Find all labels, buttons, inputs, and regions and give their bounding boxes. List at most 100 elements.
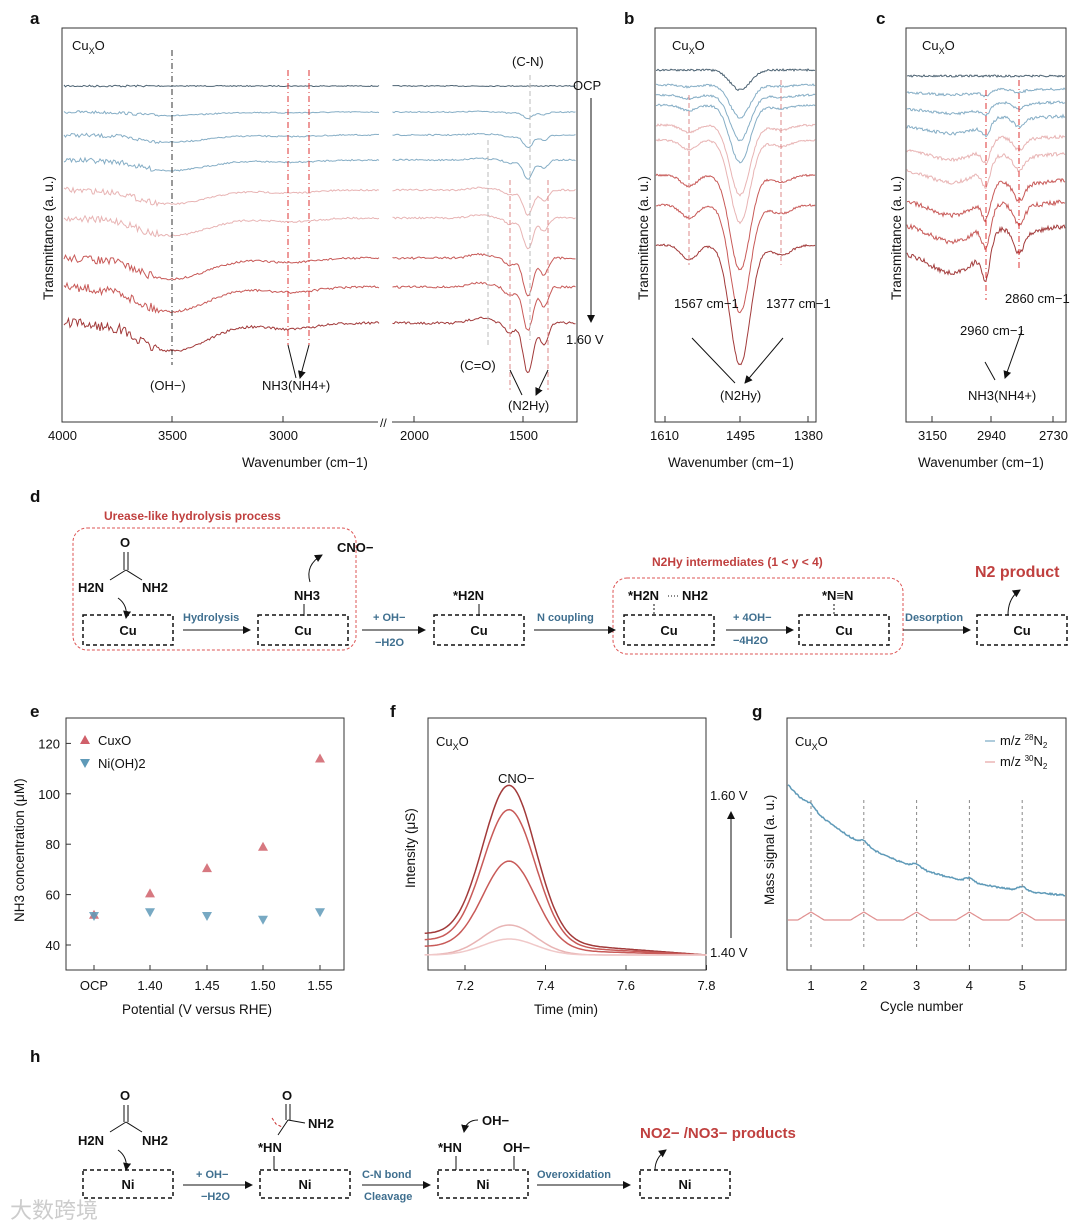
spectrum-curve: [63, 281, 576, 332]
spectrum-curve: [906, 74, 1066, 78]
spectrum-curve: [63, 252, 576, 297]
x-tick-label: 7.4: [536, 978, 554, 993]
spectrum-curve: [906, 178, 1066, 223]
spectrum-curve: [656, 67, 816, 92]
metal-label: Ni: [122, 1177, 135, 1192]
x-tick: 1495: [726, 428, 755, 443]
panel-d-mechanism: Urease-like hydrolysis process N2Hy inte…: [72, 509, 1068, 655]
species: H2N: [78, 580, 104, 595]
x-axis-label: Wavenumber (cm−1): [668, 455, 794, 470]
cuxo-point: [145, 888, 155, 898]
species: *N≡N: [822, 588, 853, 603]
spectrum-curve: [655, 243, 816, 366]
species: NH2: [142, 1133, 168, 1148]
legend-nioh2: Ni(OH)2: [98, 756, 146, 771]
x-tick: 4000: [48, 428, 77, 443]
panel-c: CuXO 2960 cm−1 2860 cm−1 NH3(NH4+) 3150 …: [889, 27, 1070, 470]
x-tick: 3000: [269, 428, 298, 443]
y-axis-label: Transmittance (a. u.): [636, 176, 651, 300]
x-axis-label: Wavenumber (cm−1): [918, 455, 1044, 470]
chromatogram-curve: [424, 938, 707, 956]
x-tick: 1380: [794, 428, 823, 443]
sample-label: CuXO: [922, 38, 955, 56]
y-axis-label: Transmittance (a. u.): [41, 176, 56, 300]
annotation-n2hy: (N2Hy): [720, 388, 761, 403]
step-plus-oh: + OH−: [373, 612, 405, 624]
spectrum-curve: [63, 110, 576, 120]
annotation-1567: 1567 cm−1: [674, 296, 739, 311]
spectrum-curve: [906, 113, 1066, 138]
x-tick: 3500: [158, 428, 187, 443]
species: OH−: [482, 1113, 510, 1128]
potential-label: 1.60 V: [566, 332, 604, 347]
species: NH3: [294, 588, 320, 603]
plot-frame: [61, 27, 578, 423]
metal-label: Ni: [679, 1177, 692, 1192]
y-axis-label: Intensity (μS): [403, 808, 418, 888]
species: O: [120, 1088, 130, 1103]
panel-g: CuXO 1 2 3 4 5 m/z 28N2 m/z 30N2 Cycle numbe…: [762, 717, 1067, 1014]
spectrum-curve: [63, 214, 576, 250]
y-axis-label: NH3 concentration (μM): [12, 778, 27, 922]
spectrum-curve: [655, 137, 816, 225]
x-axis-label: Cycle number: [880, 999, 964, 1014]
x-tick-label: 1.50: [250, 978, 275, 993]
nioh2-point: [315, 908, 325, 918]
species: NH2: [682, 588, 708, 603]
sample-label: CuXO: [72, 38, 105, 56]
sample-label: CuXO: [795, 734, 828, 752]
spectra-curves: [655, 67, 816, 366]
nioh2-point: [258, 915, 268, 925]
cuxo-point: [315, 753, 325, 763]
x-tick-label: OCP: [80, 978, 108, 993]
legend-28n2: m/z 28N2: [1000, 733, 1048, 750]
metal-label: Cu: [835, 623, 852, 638]
step-minus-4h2o: −4H2O: [733, 635, 769, 647]
nioh2-point: [145, 908, 155, 918]
step-plus-oh: + OH−: [196, 1169, 228, 1181]
species: OH−: [503, 1140, 531, 1155]
annotation-cn: (C-N): [512, 54, 544, 69]
step-minus-h2o: −H2O: [375, 637, 404, 649]
x-tick-label: 1.45: [194, 978, 219, 993]
x-tick-label: 1: [807, 978, 814, 993]
top-potential: 1.60 V: [710, 788, 748, 803]
panel-f: CuXO CNO− 7.2 7.4 7.6 7.8 1.60 V 1.40 V Tim…: [403, 717, 748, 1017]
surface-box: [437, 1169, 529, 1199]
surface-box: [259, 1169, 351, 1199]
species: *H2N: [453, 588, 484, 603]
x-tick-label: 5: [1019, 978, 1026, 993]
x-tick-label: 2: [860, 978, 867, 993]
panel-e: 40 60 80 100 120 OCP 1.40 1.45 1.50 1.55 CuxO Ni(…: [12, 717, 345, 1017]
peak-label: CNO−: [498, 771, 534, 786]
nox-product-label: NO2− /NO3− products: [640, 1125, 796, 1142]
legend-cuxo: CuxO: [98, 733, 131, 748]
x-tick: 1610: [650, 428, 679, 443]
chromatogram-curve: [424, 860, 707, 956]
species: H2N: [78, 1133, 104, 1148]
panel-h-mechanism: Ni Ni Ni Ni O H2N NH2 O NH2 *HN OH− *HN OH−…: [78, 1088, 796, 1203]
annotation-co: (C=O): [460, 358, 496, 373]
x-tick: 2000: [400, 428, 429, 443]
spectrum-curve: [655, 203, 816, 314]
box-title-n2hy: N2Hy intermediates (1 < y < 4): [652, 555, 823, 569]
surface-box: [639, 1169, 731, 1199]
y-tick-label: 120: [38, 736, 60, 751]
x-tick-label: 7.8: [697, 978, 715, 993]
y-tick-label: 80: [46, 837, 60, 852]
spectrum-curve: [655, 123, 816, 197]
x-tick-label: 7.6: [617, 978, 635, 993]
panel-letter-d: d: [30, 487, 40, 506]
metal-label: Ni: [299, 1177, 312, 1192]
x-tick: 2730: [1039, 428, 1068, 443]
box-title-urease: Urease-like hydrolysis process: [104, 509, 281, 523]
spectrum-curve: [655, 103, 816, 164]
panel-letter-c: c: [876, 9, 885, 28]
series-28n2: [787, 784, 1065, 897]
panel-letter-f: f: [390, 702, 396, 721]
step-minus-h2o: −H2O: [201, 1191, 230, 1203]
x-tick-label: 3: [913, 978, 920, 993]
step-n-coupling: N coupling: [537, 612, 594, 624]
metal-label: Cu: [1013, 623, 1030, 638]
